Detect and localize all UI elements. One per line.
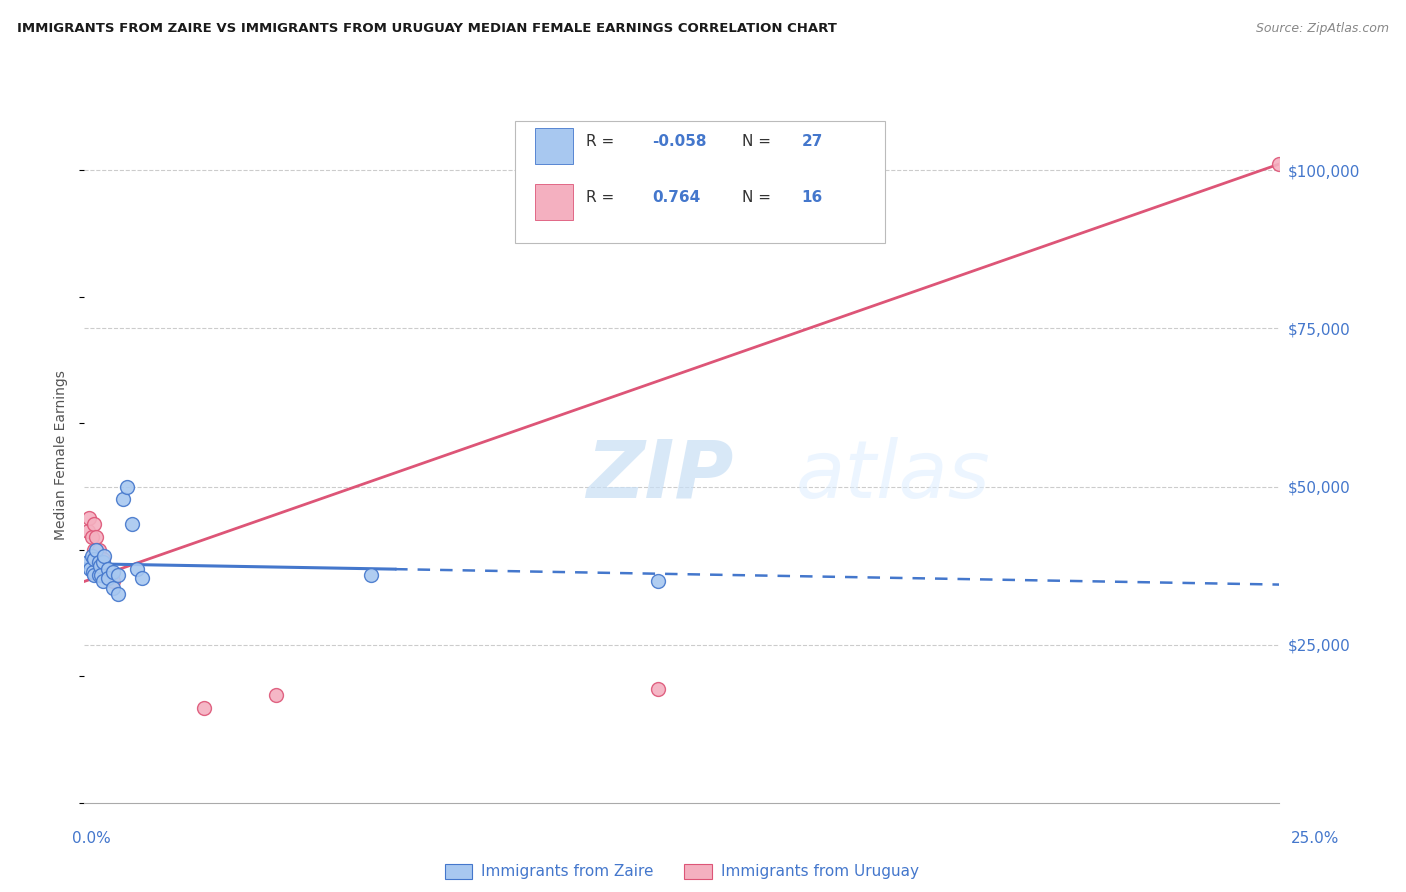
Y-axis label: Median Female Earnings: Median Female Earnings [55,370,69,540]
Text: 0.764: 0.764 [652,190,700,205]
Point [647,681,669,696]
Point [107,587,129,601]
Point [83,517,105,532]
Point [101,574,124,589]
Point [90,562,112,576]
Point [193,701,215,715]
Point [77,556,100,570]
Text: N =: N = [742,190,776,205]
Point [131,571,153,585]
Point [264,688,287,702]
Point [80,549,103,563]
Point [93,552,115,566]
Point [93,556,115,570]
Point [87,542,110,557]
Text: N =: N = [742,135,776,149]
Point [87,568,110,582]
Point [90,568,112,582]
FancyBboxPatch shape [534,184,574,220]
Text: ZIP: ZIP [586,437,734,515]
Text: -0.058: -0.058 [652,135,707,149]
Point [93,549,115,563]
Text: atlas: atlas [796,437,990,515]
Point [647,574,669,589]
FancyBboxPatch shape [515,121,886,243]
Point [83,552,105,566]
Point [83,542,105,557]
Point [101,565,124,579]
Text: Source: ZipAtlas.com: Source: ZipAtlas.com [1256,22,1389,36]
Point [80,530,103,544]
Point [117,479,139,493]
FancyBboxPatch shape [534,128,574,164]
Point [121,517,143,532]
Point [77,524,100,538]
Point [97,568,120,582]
Point [79,562,101,576]
Point [83,568,105,582]
Point [360,568,382,582]
Point [125,562,148,576]
Point [107,568,129,582]
Text: 25.0%: 25.0% [1291,831,1339,846]
Text: 16: 16 [801,190,823,205]
Legend: Immigrants from Zaire, Immigrants from Uruguay: Immigrants from Zaire, Immigrants from U… [439,857,925,886]
Point [89,558,111,573]
Text: IMMIGRANTS FROM ZAIRE VS IMMIGRANTS FROM URUGUAY MEDIAN FEMALE EARNINGS CORRELAT: IMMIGRANTS FROM ZAIRE VS IMMIGRANTS FROM… [17,22,837,36]
Point [86,542,108,557]
Point [97,562,120,576]
Text: 27: 27 [801,135,823,149]
Point [82,565,104,579]
Point [87,556,110,570]
Point [1268,157,1291,171]
Point [93,574,115,589]
Text: 0.0%: 0.0% [72,831,111,846]
Point [97,571,120,585]
Text: R =: R = [586,135,620,149]
Text: R =: R = [586,190,620,205]
Point [111,492,134,507]
Point [77,511,100,525]
Point [86,530,108,544]
Point [87,556,110,570]
Point [101,581,124,595]
